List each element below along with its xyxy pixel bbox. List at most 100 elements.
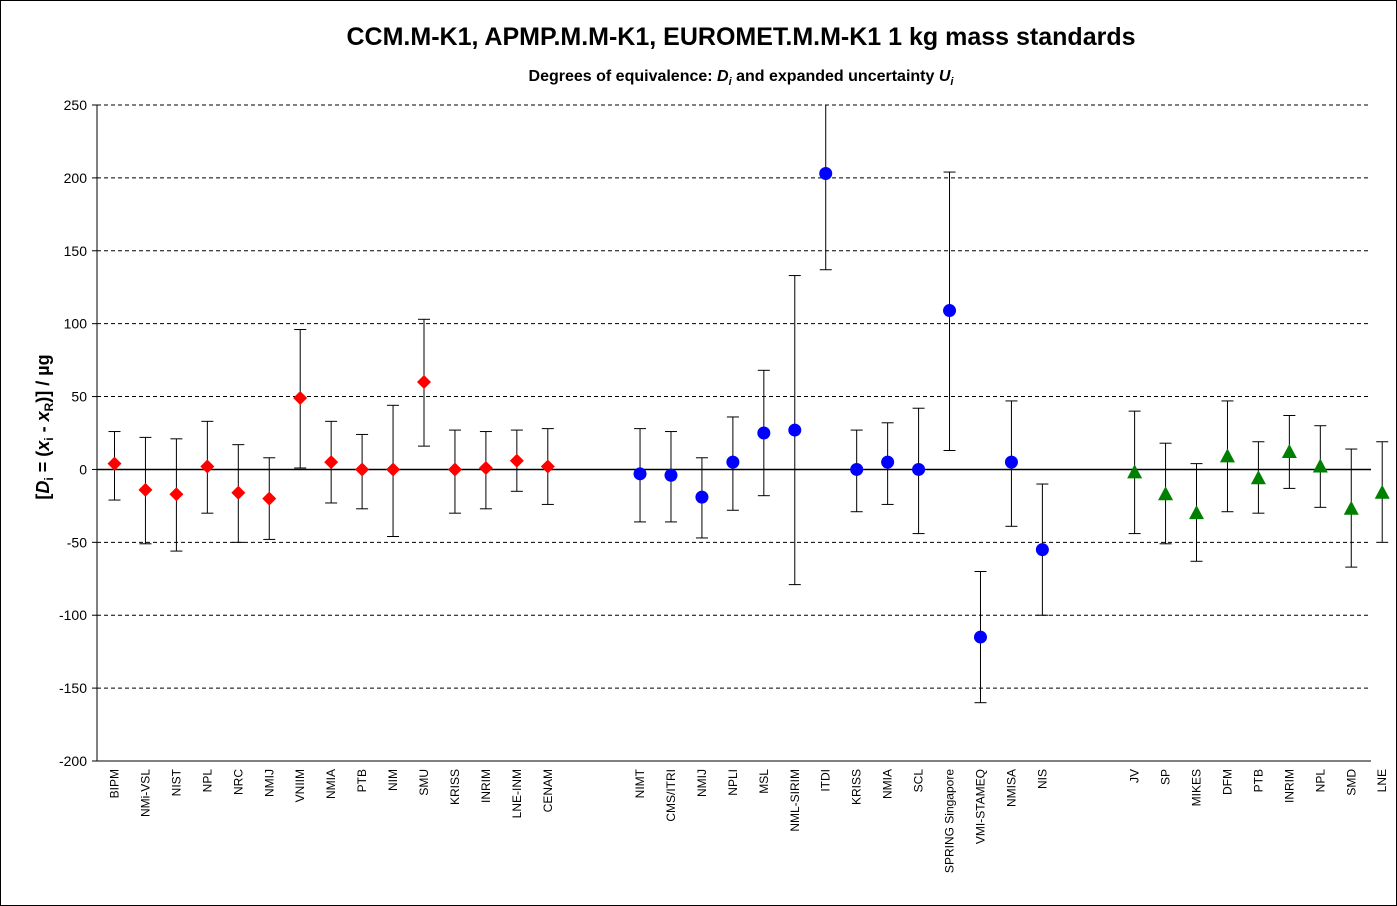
diamond-marker	[509, 453, 524, 468]
diamond-marker	[200, 459, 215, 474]
ylabel-part: = (	[33, 451, 53, 478]
y-tick-label: -150	[59, 680, 87, 696]
category-label: SCL	[912, 769, 926, 793]
circle-marker	[943, 304, 957, 318]
category-label: NIST	[169, 768, 183, 796]
category-label: SPRING Singapore	[943, 769, 957, 873]
category-label: KRISS	[850, 769, 864, 805]
diamond-marker	[138, 482, 153, 497]
category-label: LNE	[1375, 769, 1389, 792]
category-label: BIPM	[108, 769, 122, 798]
category-label: PTB	[1251, 769, 1265, 792]
data-markers	[107, 167, 1390, 644]
ylabel-part: )] / µg	[33, 354, 53, 402]
y-tick-labels: -200 -150 -100 -50 0 50 100 150 200 250	[59, 97, 87, 769]
category-label: KRISS	[448, 769, 462, 805]
category-label: VMI-STAMEQ	[973, 769, 987, 844]
category-label: SMU	[417, 769, 431, 796]
circle-marker	[633, 467, 647, 481]
triangle-marker	[1189, 505, 1205, 520]
y-tick-label: -50	[67, 534, 87, 550]
diamond-marker	[262, 491, 277, 506]
category-label: PTB	[355, 769, 369, 792]
category-label: NMIA	[881, 769, 895, 799]
y-tick-label: -200	[59, 753, 87, 769]
y-tick-label: 0	[79, 461, 87, 477]
grid-lines	[97, 104, 1371, 689]
triangle-marker	[1127, 464, 1143, 479]
circle-marker	[788, 423, 802, 437]
category-label: VNIIM	[293, 769, 307, 802]
category-label: JV	[1128, 769, 1142, 783]
category-label: INRIM	[1282, 769, 1296, 803]
category-label: NMIJ	[695, 769, 709, 797]
ylabel-part: -	[33, 421, 53, 437]
diamond-marker	[355, 462, 370, 477]
triangle-marker	[1219, 448, 1235, 463]
y-tick-label: -100	[59, 607, 87, 623]
circle-marker	[973, 630, 987, 644]
circle-marker	[881, 455, 895, 469]
circle-marker	[726, 455, 740, 469]
category-label: LNE-INM	[510, 769, 524, 818]
circle-marker	[1004, 455, 1018, 469]
category-label: CMS/ITRI	[664, 769, 678, 822]
category-label: INRIM	[479, 769, 493, 803]
y-tick-label: 100	[64, 316, 88, 332]
triangle-marker	[1158, 486, 1174, 501]
category-label: NIM	[386, 769, 400, 791]
diamond-marker	[540, 459, 555, 474]
category-label: NMIA	[324, 769, 338, 799]
subtitle-part: and expanded uncertainty	[732, 68, 939, 85]
category-label: SP	[1159, 769, 1173, 785]
category-label: NPLI	[726, 769, 740, 796]
chart-subtitle: Degrees of equivalence: Di and expanded …	[529, 68, 955, 88]
y-tick-label: 250	[64, 97, 88, 113]
y-tick-label: 150	[64, 243, 88, 259]
circle-marker	[695, 490, 709, 504]
axes	[92, 104, 1371, 762]
ylabel-part: R	[42, 402, 56, 411]
ylabel-part: x	[33, 410, 53, 422]
category-label: MSL	[757, 769, 771, 794]
ylabel-part: D	[33, 481, 53, 494]
category-label: ITDI	[819, 769, 833, 792]
category-label: NMi-VSL	[138, 769, 152, 817]
circle-marker	[912, 462, 926, 476]
subtitle-part: Degrees of equivalence:	[529, 68, 718, 85]
error-bars	[108, 105, 1389, 704]
subtitle-part: D	[717, 68, 729, 85]
y-tick-label: 50	[71, 389, 87, 405]
ylabel-part: i	[42, 437, 56, 440]
diamond-marker	[417, 374, 431, 389]
circle-marker	[850, 462, 864, 476]
chart-title: CCM.M-K1, APMP.M.M-K1, EUROMET.M.M-K1 1 …	[346, 23, 1135, 51]
circle-marker	[757, 426, 771, 440]
circle-marker	[819, 167, 833, 181]
diamond-marker	[324, 455, 339, 470]
category-label: NML-SIRIM	[788, 769, 802, 832]
circle-marker	[1035, 543, 1049, 557]
category-label: NPL	[1313, 769, 1327, 793]
y-tick-label: 200	[64, 170, 88, 186]
category-label: MIKES	[1190, 769, 1204, 806]
triangle-marker	[1374, 484, 1390, 499]
category-label: NMIJ	[262, 769, 276, 797]
category-label: NRC	[231, 769, 245, 795]
category-label: NMISA	[1004, 769, 1018, 807]
triangle-marker	[1250, 470, 1266, 485]
ylabel-part: x	[33, 440, 53, 452]
diamond-marker	[231, 485, 246, 500]
category-label: NIS	[1035, 769, 1049, 789]
diamond-marker	[447, 462, 462, 477]
subtitle-part: U	[939, 68, 951, 85]
category-label: NPL	[200, 769, 214, 793]
diamond-marker	[386, 462, 401, 477]
triangle-marker	[1343, 500, 1359, 515]
category-labels: BIPM NMi-VSL NIST NPL NRC NMIJ VNIIM NMIA PTB NIM…	[108, 768, 1390, 873]
diamond-marker	[107, 456, 122, 471]
circle-marker	[664, 468, 678, 482]
category-label: DFM	[1220, 769, 1234, 795]
